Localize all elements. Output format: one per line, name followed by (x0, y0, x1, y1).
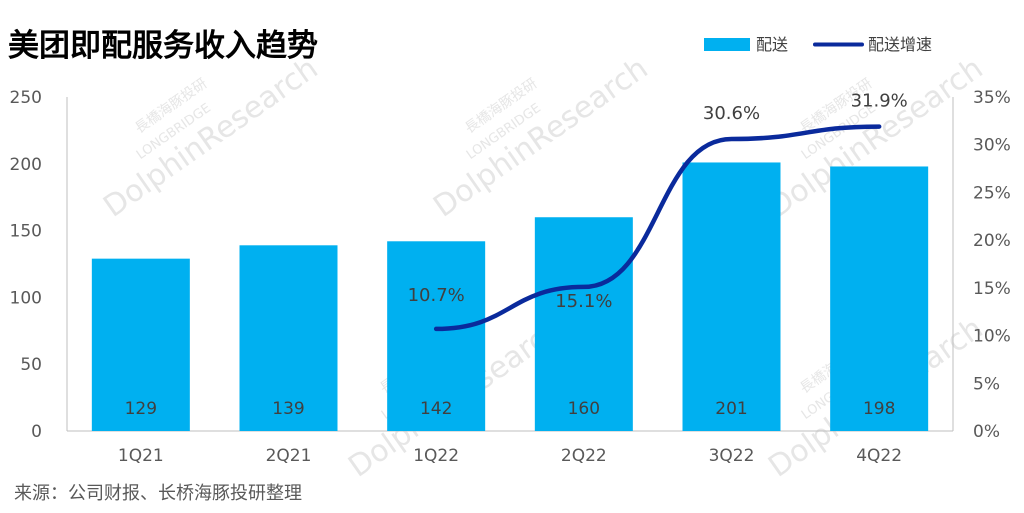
bar (387, 241, 486, 431)
growth-line (433, 124, 882, 332)
data-labels: 129 139 142 160 201 198 10.7% 15.1% 30.6% 31.9% (125, 91, 908, 419)
left-axis-tick-label: 150 (10, 222, 42, 242)
chart-axes: 0 50 100 150 200 250 0% 5% 10% 15% 20% 25% 30% 35% 1Q2… (10, 88, 1011, 466)
growth-value-label: 15.1% (555, 291, 612, 312)
left-axis-tick-label: 50 (20, 355, 42, 375)
bar (534, 217, 633, 431)
x-axis-tick-label: 1Q22 (413, 446, 459, 466)
x-axis-tick-label: 2Q21 (266, 446, 312, 466)
chart-title: 美团即配服务收入趋势 (8, 28, 318, 64)
watermark-line3: DolphinResearch (97, 51, 324, 225)
x-axis-tick-label: 3Q22 (709, 446, 755, 466)
left-axis-tick-label: 100 (10, 288, 42, 308)
right-axis-tick-label: 10% (973, 327, 1011, 347)
growth-value-label: 30.6% (703, 103, 760, 124)
bar-value-label: 198 (863, 399, 895, 419)
growth-value-label: 31.9% (851, 91, 908, 112)
source-note: 来源：公司财报、长桥海豚投研整理 (14, 483, 302, 504)
x-axis-tick-label: 4Q22 (856, 446, 902, 466)
legend-line-label: 配送增速 (868, 35, 932, 54)
legend-bar-label: 配送 (756, 35, 788, 54)
bar (682, 162, 781, 432)
growth-value-label: 10.7% (408, 285, 465, 306)
right-axis-tick-label: 20% (973, 231, 1011, 251)
bar-value-label: 139 (272, 399, 304, 419)
left-axis-tick-label: 0 (31, 422, 42, 442)
bar-value-label: 142 (420, 399, 452, 419)
right-axis-tick-label: 25% (973, 183, 1011, 203)
left-axis-tick-label: 250 (10, 88, 42, 108)
right-axis-tick-label: 30% (973, 136, 1011, 156)
right-axis-tick-label: 15% (973, 279, 1011, 299)
x-axis-tick-label: 1Q21 (118, 446, 164, 466)
left-axis-tick-label: 200 (10, 155, 42, 175)
bar-value-label: 129 (125, 399, 157, 419)
right-axis-tick-label: 5% (973, 374, 1000, 394)
bar-series (91, 162, 929, 432)
right-axis-tick-label: 0% (973, 422, 1000, 442)
bar-value-label: 201 (715, 399, 747, 419)
chart-legend: 配送 配送增速 (704, 35, 932, 54)
bar (830, 166, 929, 432)
legend-bar-swatch (704, 38, 750, 51)
right-axis-tick-label: 35% (973, 88, 1011, 108)
growth-line-series (433, 124, 882, 332)
x-axis-tick-label: 2Q22 (561, 446, 607, 466)
bar (239, 245, 338, 431)
bar-value-label: 160 (568, 399, 600, 419)
bar (91, 258, 190, 431)
watermark-line3: DolphinResearch (427, 51, 654, 225)
